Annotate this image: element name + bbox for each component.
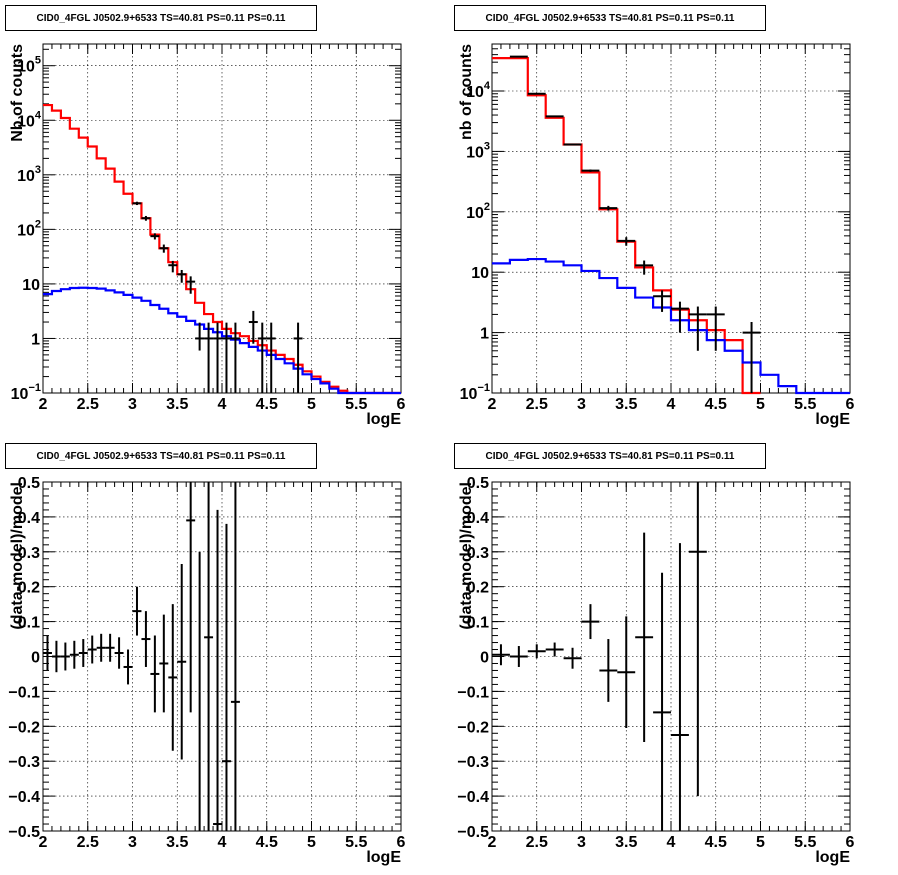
y-tick-label: −0.3 (8, 754, 40, 771)
x-tick-label: 3.5 (166, 834, 188, 851)
y-tick-label: 0.5 (467, 475, 489, 492)
x-tick-label: 4 (218, 396, 227, 413)
y-tick-label: 104 (17, 109, 42, 130)
y-tick-label: 0.4 (467, 510, 489, 527)
y-tick-label: 0.3 (18, 545, 40, 562)
x-tick-label: 4.5 (256, 396, 278, 413)
plot-frame (42, 481, 402, 832)
x-tick-label: 3 (577, 834, 586, 851)
chart-bottom-left-residuals: 2 2.5 3 3.5 4 4.5 5 5.5 6 −0.5 −0.4 −0.3 −0.2 −0.1 0 0.… (8, 475, 406, 866)
x-axis-label: logE (815, 849, 850, 866)
x-tick-label: 5 (756, 834, 765, 851)
y-tick-label: 1 (480, 326, 489, 343)
x-tick-label: 5.5 (345, 396, 367, 413)
y-tick-label: 0.3 (467, 545, 489, 562)
y-tick-label: 10 (471, 265, 489, 282)
chart-top-left-counts: 2 2.5 3 3.5 4 4.5 5 5.5 6 10−1 1 10 102 103 104 105 logE… (9, 43, 406, 428)
y-tick-label: 102 (17, 218, 41, 239)
x-tick-label: 3 (577, 396, 586, 413)
plot-frame (491, 481, 851, 832)
y-tick-label: 105 (17, 55, 41, 76)
y-tick-label: 103 (17, 164, 41, 185)
chart-title: CID0_4FGL J0502.9+6533 TS=40.81 PS=0.11 … (5, 5, 317, 31)
chart-bottom-right-residuals: 2 2.5 3 3.5 4 4.5 5 5.5 6 −0.5 −0.4 −0.3 −0.2 −0.1 0 0.… (457, 475, 855, 866)
x-tick-label: 2 (488, 396, 497, 413)
y-tick-label: −0.4 (457, 789, 489, 806)
y-tick-label: 0.1 (18, 615, 40, 632)
y-tick-label: −0.1 (457, 684, 489, 701)
pad-top-left: 2 2.5 3 3.5 4 4.5 5 5.5 6 10−1 1 10 102 103 104 105 logE… (0, 0, 449, 437)
y-tick-label: 10−1 (11, 382, 41, 403)
y-tick-label: 102 (466, 201, 490, 222)
plot-frame (42, 43, 402, 394)
y-tick-label: −0.1 (8, 684, 40, 701)
x-axis-label: logE (366, 849, 401, 866)
x-axis-label: logE (366, 411, 401, 428)
y-tick-label: −0.4 (8, 789, 40, 806)
x-tick-label: 4 (667, 834, 676, 851)
y-tick-label: −0.3 (457, 754, 489, 771)
x-tick-label: 3.5 (615, 834, 637, 851)
series-line-model (492, 57, 761, 395)
x-tick-label: 6 (397, 834, 406, 851)
x-tick-label: 5.5 (794, 396, 816, 413)
x-tick-label: 4.5 (705, 834, 727, 851)
y-axis-label: (data-model)/model (458, 482, 475, 630)
y-tick-label: 0.1 (467, 615, 489, 632)
chart-top-right-counts: 2 2.5 3 3.5 4 4.5 5 5.5 6 10−1 1 10 102 103 104 logE nb … (458, 43, 855, 428)
x-tick-label: 3 (128, 396, 137, 413)
x-tick-label: 2.5 (77, 396, 99, 413)
x-tick-label: 4.5 (705, 396, 727, 413)
x-tick-label: 3.5 (615, 396, 637, 413)
chart-title: CID0_4FGL J0502.9+6533 TS=40.81 PS=0.11 … (454, 443, 766, 469)
y-tick-label: 0 (31, 650, 40, 667)
x-tick-label: 4 (667, 396, 676, 413)
x-tick-label: 6 (846, 834, 855, 851)
y-tick-label: −0.5 (457, 824, 489, 841)
x-tick-label: 6 (397, 396, 406, 413)
x-axis-label: logE (815, 411, 850, 428)
x-tick-label: 2 (39, 396, 48, 413)
y-tick-label: 104 (466, 80, 491, 101)
y-tick-label: 10 (22, 277, 40, 294)
y-tick-label: 0.4 (18, 510, 40, 527)
x-tick-label: 2 (488, 834, 497, 851)
y-tick-label: 0.5 (18, 475, 40, 492)
x-tick-label: 5.5 (345, 834, 367, 851)
y-axis-label: nb of counts (458, 44, 475, 140)
pad-bottom-right: 2 2.5 3 3.5 4 4.5 5 5.5 6 −0.5 −0.4 −0.3 −0.2 −0.1 0 0.… (449, 438, 898, 875)
plot-frame (491, 43, 851, 394)
x-tick-label: 2 (39, 834, 48, 851)
x-tick-label: 2.5 (526, 834, 548, 851)
y-axis-label: Nb of counts (9, 44, 26, 142)
y-tick-label: 1 (31, 331, 40, 348)
y-tick-label: 103 (466, 140, 490, 161)
y-tick-label: 10−1 (460, 382, 490, 403)
chart-title: CID0_4FGL J0502.9+6533 TS=40.81 PS=0.11 … (454, 5, 766, 31)
x-tick-label: 5 (307, 834, 316, 851)
x-tick-label: 3.5 (166, 396, 188, 413)
y-axis-label: (data-model)/model (9, 482, 26, 630)
y-tick-label: 0.2 (18, 580, 40, 597)
y-tick-label: −0.2 (8, 719, 40, 736)
x-tick-label: 3 (128, 834, 137, 851)
chart-title: CID0_4FGL J0502.9+6533 TS=40.81 PS=0.11 … (5, 443, 317, 469)
y-tick-label: 0 (480, 650, 489, 667)
y-tick-label: −0.5 (8, 824, 40, 841)
x-tick-label: 2.5 (526, 396, 548, 413)
x-tick-label: 4.5 (256, 834, 278, 851)
y-tick-label: −0.2 (457, 719, 489, 736)
x-tick-label: 2.5 (77, 834, 99, 851)
pad-bottom-left: 2 2.5 3 3.5 4 4.5 5 5.5 6 −0.5 −0.4 −0.3 −0.2 −0.1 0 0.… (0, 438, 449, 875)
x-tick-label: 6 (846, 396, 855, 413)
x-tick-label: 5 (756, 396, 765, 413)
y-tick-label: 0.2 (467, 580, 489, 597)
x-tick-label: 4 (218, 834, 227, 851)
pad-top-right: 2 2.5 3 3.5 4 4.5 5 5.5 6 10−1 1 10 102 103 104 logE nb … (449, 0, 898, 437)
x-tick-label: 5.5 (794, 834, 816, 851)
x-tick-label: 5 (307, 396, 316, 413)
